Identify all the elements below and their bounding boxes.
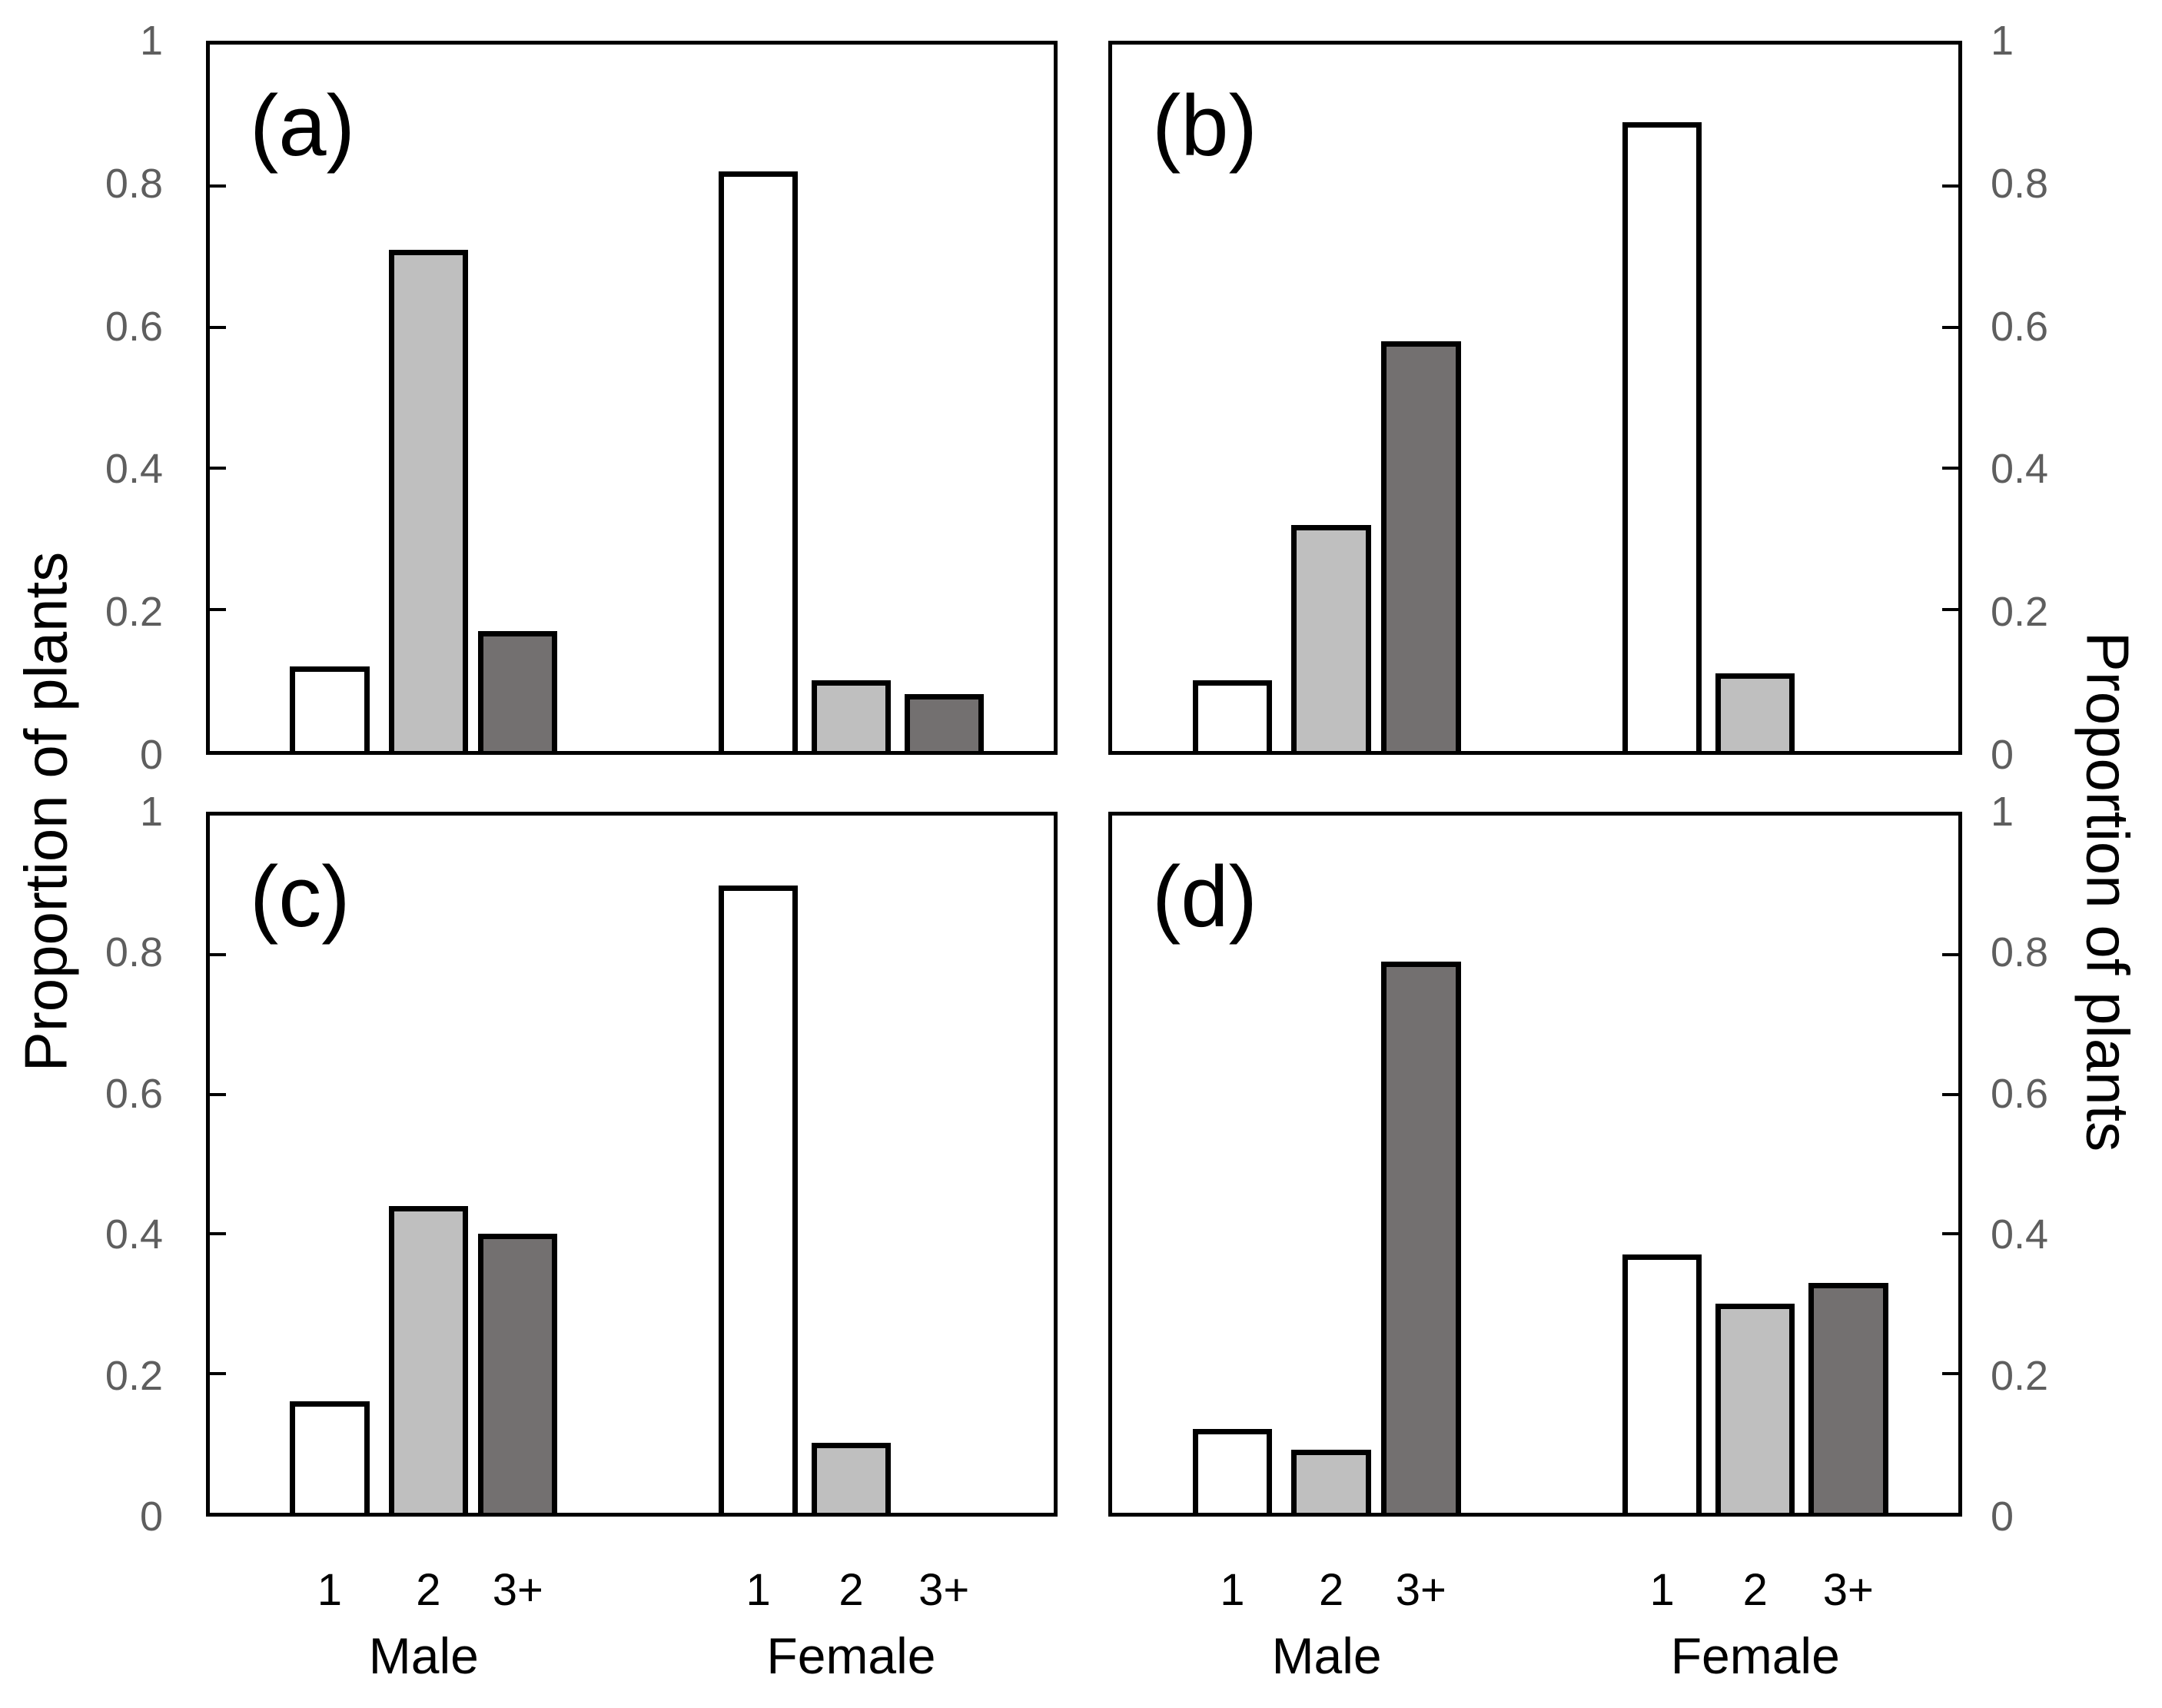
panel-d-letter: (d) <box>1152 849 1257 945</box>
bar-c-male-3plus <box>478 1234 558 1513</box>
x-tick-label: 1 <box>317 1565 343 1615</box>
bar-a-female-2 <box>811 680 892 751</box>
bar-a-female-3plus <box>904 694 984 751</box>
x-tick-label: 3+ <box>1822 1565 1874 1615</box>
y-tick-mark <box>1942 1232 1958 1236</box>
y-tick-label: 0.4 <box>105 1211 163 1258</box>
y-tick-mark <box>210 953 226 957</box>
y-tick-mark <box>210 1092 226 1096</box>
y-tick-mark <box>210 1371 226 1375</box>
x-tick-label: 1 <box>1649 1565 1675 1615</box>
bar-b-female-2 <box>1715 673 1795 751</box>
y-tick-mark <box>210 325 226 329</box>
panel-c-plot-area: (c) <box>206 812 1058 1517</box>
y-tick-label: 0.2 <box>105 1352 163 1399</box>
y-tick-label: 0.4 <box>105 446 163 493</box>
bar-d-female-2 <box>1715 1303 1795 1513</box>
panel-a-letter: (a) <box>250 78 355 174</box>
y-tick-label: 0.6 <box>105 303 163 350</box>
panel-d-plot-area: (d) <box>1108 812 1962 1517</box>
bar-c-female-2 <box>811 1443 892 1513</box>
y-tick-label: 0.4 <box>1991 446 2049 493</box>
y-tick-label: 1 <box>1991 789 2014 835</box>
bar-c-male-2 <box>388 1205 468 1513</box>
y-tick-label: 0.6 <box>1991 1070 2049 1117</box>
x-tick-label: 2 <box>416 1565 441 1615</box>
x-tick-label: 2 <box>839 1565 864 1615</box>
bar-c-male-1 <box>290 1401 370 1513</box>
bar-d-female-1 <box>1622 1254 1702 1513</box>
y-tick-label: 0.2 <box>1991 589 2049 636</box>
x-tick-label: 3+ <box>918 1565 970 1615</box>
y-tick-mark <box>210 184 226 188</box>
y-tick-mark <box>1942 608 1958 612</box>
panel-c-letter: (c) <box>250 849 350 945</box>
x-tick-label: 1 <box>746 1565 771 1615</box>
y-tick-mark <box>1942 184 1958 188</box>
y-tick-label: 1 <box>139 789 163 835</box>
x-tick-label: 3+ <box>492 1565 543 1615</box>
y-tick-mark <box>1942 953 1958 957</box>
y-tick-mark <box>1942 1371 1958 1375</box>
x-tick-label: 3+ <box>1395 1565 1446 1615</box>
y-tick-label: 0.8 <box>105 160 163 207</box>
y-tick-label: 0.8 <box>105 929 163 976</box>
bar-a-male-2 <box>388 249 468 751</box>
y-tick-label: 0 <box>139 1494 163 1540</box>
y-tick-label: 0.2 <box>1991 1352 2049 1399</box>
y-tick-label: 0.2 <box>105 589 163 636</box>
y-tick-label: 0 <box>1991 1494 2014 1540</box>
y-tick-mark <box>210 1232 226 1236</box>
panel-b-plot-area: (b) <box>1108 41 1962 755</box>
y-tick-label: 1 <box>139 18 163 64</box>
y-tick-label: 0.8 <box>1991 929 2049 976</box>
bar-d-male-2 <box>1291 1450 1371 1513</box>
bar-a-male-1 <box>290 666 370 751</box>
bar-d-female-3plus <box>1808 1282 1888 1513</box>
bar-b-male-2 <box>1291 524 1371 751</box>
y-tick-mark <box>210 467 226 470</box>
panel-b-letter: (b) <box>1152 78 1257 174</box>
x-group-label-female: Female <box>1670 1627 1840 1684</box>
y-tick-label: 0 <box>139 732 163 778</box>
y-tick-mark <box>1942 325 1958 329</box>
x-tick-label: 2 <box>1319 1565 1344 1615</box>
y-tick-label: 0.4 <box>1991 1211 2049 1258</box>
y-tick-label: 0.8 <box>1991 160 2049 207</box>
bar-b-male-1 <box>1192 680 1273 751</box>
x-group-label-male: Male <box>1271 1627 1382 1684</box>
y-tick-label: 1 <box>1991 18 2014 64</box>
x-tick-label: 1 <box>1220 1565 1245 1615</box>
bar-a-male-3plus <box>478 630 558 751</box>
bar-a-female-1 <box>719 171 799 751</box>
panel-a-plot-area: (a) <box>206 41 1058 755</box>
y-tick-label: 0.6 <box>1991 303 2049 350</box>
x-group-label-male: Male <box>368 1627 479 1684</box>
x-group-label-female: Female <box>766 1627 936 1684</box>
x-tick-label: 2 <box>1742 1565 1768 1615</box>
y-tick-mark <box>1942 1092 1958 1096</box>
y-tick-label: 0 <box>1991 732 2014 778</box>
bar-b-female-1 <box>1622 122 1702 751</box>
bar-d-male-3plus <box>1381 962 1461 1513</box>
y-tick-mark <box>1942 467 1958 470</box>
bar-b-male-3plus <box>1381 341 1461 751</box>
y-tick-mark <box>210 608 226 612</box>
bar-c-female-1 <box>719 885 799 1513</box>
bar-d-male-1 <box>1192 1429 1273 1513</box>
y-tick-label: 0.6 <box>105 1070 163 1117</box>
